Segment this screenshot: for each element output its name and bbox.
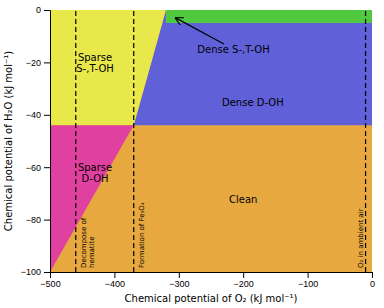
tick-mark bbox=[44, 220, 50, 221]
tick-label: −500 bbox=[40, 279, 60, 289]
vertical-line bbox=[133, 10, 134, 272]
tick-label: −40 bbox=[26, 110, 41, 120]
tick-label: −300 bbox=[169, 279, 189, 289]
tick-label: −20 bbox=[26, 58, 41, 68]
x-axis-title: Chemical potential of O₂ (kJ mol⁻¹) bbox=[125, 293, 298, 304]
region-label: SparseD-OH bbox=[78, 161, 112, 184]
tick: −60 bbox=[26, 163, 50, 173]
text-line: D-OH bbox=[82, 173, 109, 184]
text-line: S-,T-OH bbox=[76, 63, 114, 74]
vertical-line bbox=[75, 10, 76, 272]
region bbox=[50, 10, 166, 125]
region-label: Clean bbox=[229, 193, 257, 204]
tick: −100 bbox=[298, 272, 318, 289]
line-label: Decompose ofhematite bbox=[80, 217, 96, 268]
tick-label: −400 bbox=[105, 279, 125, 289]
tick-mark bbox=[179, 272, 180, 278]
tick: −500 bbox=[40, 272, 60, 289]
y-axis-title: Chemical potential of H₂O (kJ mol⁻¹) bbox=[3, 51, 14, 231]
tick-mark bbox=[114, 272, 115, 278]
tick: −40 bbox=[26, 110, 50, 120]
tick: 0 bbox=[36, 5, 50, 15]
text-line: hematite bbox=[88, 236, 96, 268]
region bbox=[166, 10, 372, 23]
text-line: Decompose of bbox=[80, 217, 88, 268]
marks bbox=[50, 10, 372, 272]
x-axis: −500 −400 −300 −200 −100 0 bbox=[40, 272, 375, 289]
tick-mark bbox=[44, 115, 50, 116]
chart: −500−400−300−200−1000−100−80−60−40−200Ch… bbox=[0, 0, 384, 308]
tick-label: −80 bbox=[26, 215, 41, 225]
tick-mark bbox=[44, 62, 50, 63]
line-label: O₂ in ambient air bbox=[357, 208, 365, 268]
tick: 0 bbox=[370, 272, 375, 289]
vertical-line bbox=[365, 10, 366, 272]
tick-label: −100 bbox=[21, 267, 41, 277]
tick-mark bbox=[372, 272, 373, 278]
tick-mark bbox=[44, 10, 50, 11]
tick-label: 0 bbox=[36, 5, 41, 15]
region-label: Dense D-OH bbox=[222, 96, 284, 107]
tick: −20 bbox=[26, 58, 50, 68]
tick: −100 bbox=[21, 267, 50, 277]
axis-line bbox=[44, 11, 51, 273]
text-line: Formation of Fe₃O₄ bbox=[138, 202, 146, 268]
line-label: Formation of Fe₃O₄ bbox=[138, 202, 146, 268]
tick-label: −100 bbox=[298, 279, 318, 289]
text-line: O₂ in ambient air bbox=[357, 208, 365, 268]
tick-mark bbox=[44, 167, 50, 168]
tick: −200 bbox=[234, 272, 254, 289]
y-axis: −100 −80 −60 −40 −20 0 bbox=[21, 5, 51, 277]
text-line: Sparse bbox=[78, 161, 112, 172]
text-line: Dense D-OH bbox=[222, 96, 284, 107]
text-line: Sparse bbox=[78, 51, 112, 62]
tick: −80 bbox=[26, 215, 50, 225]
region bbox=[134, 10, 372, 125]
tick-label: −200 bbox=[234, 279, 254, 289]
tick-label: −60 bbox=[26, 163, 41, 173]
tick: −400 bbox=[105, 272, 125, 289]
region-label: SparseS-,T-OH bbox=[76, 51, 114, 74]
region bbox=[50, 10, 372, 272]
tick-mark bbox=[243, 272, 244, 278]
tick-mark bbox=[44, 272, 50, 273]
text-line: Clean bbox=[229, 193, 257, 204]
region bbox=[50, 125, 134, 272]
axis-line bbox=[51, 273, 373, 279]
plot: −500−400−300−200−1000−100−80−60−40−200Ch… bbox=[3, 5, 375, 304]
tick-mark bbox=[308, 272, 309, 278]
region-label: Dense S-,T-OH bbox=[197, 44, 269, 55]
text-line: Dense S-,T-OH bbox=[197, 44, 269, 55]
labels: Decompose ofhematite Formation of Fe₃O₄ O₂… bbox=[76, 44, 364, 268]
arrow bbox=[176, 18, 224, 44]
tick: −300 bbox=[169, 272, 189, 289]
tick-label: 0 bbox=[370, 279, 375, 289]
